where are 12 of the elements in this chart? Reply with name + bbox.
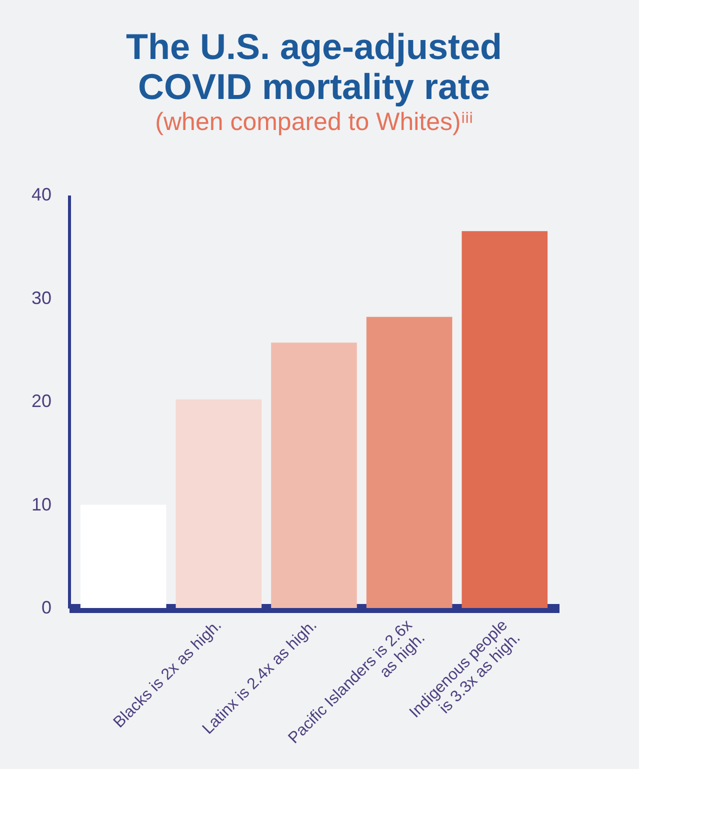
bar bbox=[366, 316, 452, 608]
chart-subtitle: (when compared to Whites)ⁱⁱⁱ bbox=[155, 108, 473, 136]
y-tick-label: 30 bbox=[31, 288, 52, 308]
bar bbox=[176, 399, 262, 608]
bar bbox=[462, 231, 548, 608]
y-tick-label: 10 bbox=[31, 494, 52, 514]
bar bbox=[271, 342, 357, 608]
chart-title: The U.S. age-adjusted COVID mortality rate bbox=[126, 26, 502, 107]
y-tick-label: 40 bbox=[31, 184, 52, 204]
y-tick-label: 0 bbox=[41, 598, 52, 618]
bar bbox=[80, 504, 166, 608]
y-tick-label: 20 bbox=[31, 391, 52, 411]
